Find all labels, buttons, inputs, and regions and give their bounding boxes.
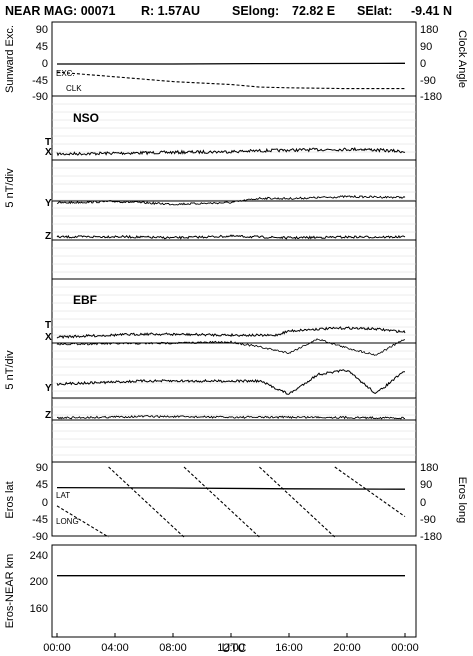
panel-1-series [56,62,406,90]
component-label-x: X [45,147,52,158]
ylabel-eros-near: Eros-NEAR km [4,554,16,629]
ylabel-sunward: Sunward Exc. [4,25,16,93]
panel-frame [51,461,417,537]
panel-frame [51,278,417,463]
component-label-x: X [45,332,52,343]
x-axis-ticks: 00:00 04:00 08:00 12:00 16:00 20:00 00:00 [43,633,419,654]
ylabel-ebf: 5 nT/div [4,350,16,390]
panel-title-nso: NSO [73,111,99,125]
tick-left: 200 [30,576,48,588]
legend-lat: LAT [56,491,70,500]
panel-eros-lat-long: Eros lat Eros long 90 45 0 -45 -90 180 9… [4,461,468,543]
panel-3-series [52,326,416,421]
tick-left: 45 [36,479,48,491]
legend-exc: EXC. [56,69,75,78]
panel-sunward-clock: Sunward Exc. Clock Angle 90 45 0 -45 -90… [4,21,468,103]
x-tick-label: 00:00 [43,642,71,654]
tick-right: 0 [420,58,426,70]
ylabel-eros-long: Eros long [456,477,468,523]
ebf-z-trace [56,415,406,420]
legend-clk: CLK [66,84,82,93]
tick-left: 160 [30,603,48,615]
nso-y-trace [56,194,406,206]
x-tick-label: 08:00 [159,642,187,654]
tick-left: 0 [42,497,48,509]
tick-right: 0 [420,497,426,509]
panel-3-grid [52,286,416,456]
nso-t-trace [56,146,406,157]
header-radius: R: 1.57AU [141,4,200,18]
component-label-z: Z [45,410,51,421]
panel-eros-near-km: Eros-NEAR km 240 200 160 00:00 04:00 08:00… [4,544,419,655]
tick-left: 0 [42,58,48,70]
tick-right: 180 [420,462,438,474]
tick-right: -180 [420,91,442,103]
tick-right: -90 [420,514,436,526]
tick-right: 180 [420,24,438,36]
x-tick-label: 00:00 [391,642,419,654]
nso-z-trace [56,234,406,240]
tick-left: -90 [32,91,48,103]
tick-right: 90 [420,479,432,491]
panel-ebf: EBF 5 nT/div T X Y Z [4,278,417,463]
header-selong-label: SElong: [232,4,279,18]
x-tick-label: 16:00 [275,642,303,654]
eros-lat-line [56,486,406,490]
tick-left: 90 [36,462,48,474]
tick-right: 90 [420,41,432,53]
tick-right: -180 [420,531,442,543]
panel-nso: NSO 5 nT/div T X Y Z [4,95,417,280]
x-tick-label: 20:00 [333,642,361,654]
header-selat-label: SElat: [357,4,392,18]
component-label-y: Y [45,383,52,394]
tick-left: -45 [32,514,48,526]
tick-left: 45 [36,41,48,53]
panel-frame [51,544,417,638]
component-label-t: T [45,320,51,331]
header-title: NEAR MAG: 00071 [5,4,115,18]
tick-left: 90 [36,24,48,36]
legend-long: LONG [56,517,79,526]
x-axis-label: UTC [222,641,247,655]
ebf-x-trace [56,338,406,356]
eros-long-line [56,466,406,538]
tick-right: -90 [420,75,436,87]
tick-left: 240 [30,550,48,562]
header-selat-value: -9.41 N [411,4,452,18]
component-label-t: T [45,137,51,148]
clock-angle-line [56,71,405,90]
exc-line [57,62,406,65]
panel-4-series [56,466,406,538]
component-label-y: Y [45,198,52,209]
panel-2-grid [52,103,416,273]
panel-title-ebf: EBF [73,293,97,307]
panel-frame [51,95,417,280]
tick-left: -45 [32,75,48,87]
panel-2-series [52,146,416,241]
ebf-y-trace [56,369,405,395]
ebf-t-trace [56,326,406,339]
ylabel-nso: 5 nT/div [4,168,16,208]
tick-left: -90 [32,531,48,543]
header-selong-value: 72.82 E [292,4,335,18]
x-tick-label: 12:00 [217,642,245,654]
ylabel-eros-lat: Eros lat [4,481,16,518]
ylabel-clock: Clock Angle [456,30,468,88]
x-tick-label: 04:00 [101,642,129,654]
component-label-z: Z [45,231,51,242]
